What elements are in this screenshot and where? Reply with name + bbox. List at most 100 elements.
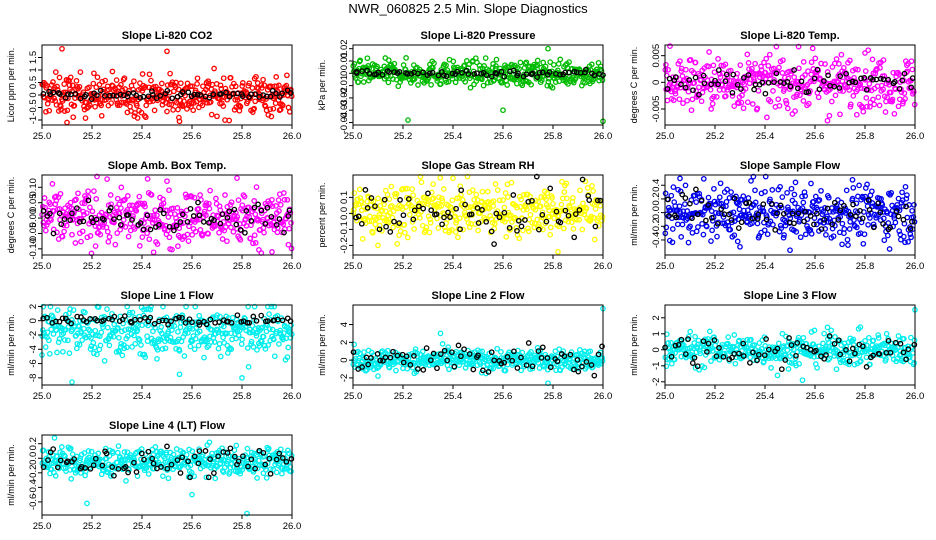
reference-point (515, 217, 522, 224)
reference-point (262, 220, 269, 227)
data-point (847, 101, 854, 108)
data-point (148, 303, 154, 310)
data-point (905, 238, 911, 245)
reference-point (468, 211, 475, 218)
data-point (251, 198, 258, 204)
data-point (426, 229, 433, 236)
reference-point (791, 220, 797, 227)
data-point (428, 81, 434, 88)
reference-point (496, 214, 503, 221)
data-point (61, 337, 68, 343)
reference-point (816, 86, 823, 93)
data-point (91, 70, 97, 77)
data-point (266, 326, 273, 332)
data-point (112, 241, 119, 248)
data-point (665, 66, 671, 73)
data-point (438, 202, 445, 209)
data-point (584, 185, 591, 191)
data-point (822, 226, 829, 232)
reference-point (364, 205, 371, 211)
data-point (357, 57, 364, 64)
reference-point (709, 214, 715, 221)
data-point (73, 77, 80, 84)
data-point (68, 476, 75, 482)
reference-point (789, 210, 796, 217)
data-point (63, 222, 70, 229)
y-tick-label: 0.2 (651, 192, 662, 205)
data-point (784, 189, 790, 196)
chart-title: Slope Sample Flow (740, 160, 841, 172)
data-point (576, 216, 583, 223)
reference-point (734, 81, 741, 88)
data-point (46, 107, 53, 114)
reference-point (355, 213, 362, 220)
data-point (90, 339, 97, 346)
data-point (90, 80, 97, 87)
data-point (207, 187, 213, 194)
reference-point (117, 221, 124, 228)
y-tick-label: -2 (339, 374, 350, 382)
data-point (239, 375, 245, 381)
y-tick-label: -6 (28, 359, 39, 367)
data-point (152, 207, 159, 214)
reference-point (255, 201, 261, 208)
data-point (802, 231, 809, 238)
data-point (700, 175, 707, 182)
data-point (716, 194, 723, 201)
reference-point (811, 221, 817, 228)
data-point (862, 193, 869, 200)
data-point (674, 207, 681, 214)
data-point (822, 205, 828, 211)
x-tick-label: 25.6 (183, 261, 202, 272)
reference-point (703, 217, 709, 224)
data-point (826, 112, 833, 119)
data-point (243, 89, 250, 95)
reference-point (160, 210, 167, 217)
data-point (896, 228, 903, 234)
y-tick-label: 0 (651, 80, 662, 85)
data-point (91, 344, 98, 351)
data-point (70, 114, 77, 121)
data-point (124, 193, 131, 199)
data-point (191, 194, 198, 201)
data-point (824, 69, 831, 75)
data-point (762, 188, 768, 195)
x-tick-label: 26.0 (906, 261, 925, 272)
reference-point (111, 216, 117, 222)
data-point (581, 211, 588, 218)
data-point (41, 195, 48, 201)
data-point (167, 334, 174, 341)
data-point (54, 229, 60, 236)
data-point (139, 71, 146, 77)
data-point (682, 201, 688, 207)
data-point (214, 113, 220, 120)
data-point (714, 233, 720, 240)
plot-frame (664, 44, 916, 126)
reference-point (777, 202, 784, 209)
data-point (528, 81, 534, 88)
reference-point (470, 366, 477, 373)
reference-point (866, 207, 873, 213)
data-point (862, 50, 868, 56)
reference-point (169, 95, 176, 102)
data-point (359, 236, 366, 242)
data-point (715, 56, 721, 62)
y-tick-label: -1 (28, 116, 39, 124)
reference-point (194, 91, 201, 98)
data-point (227, 345, 234, 351)
x-tick-label: 26.0 (594, 131, 613, 142)
data-point (599, 217, 605, 224)
data-point (839, 241, 845, 248)
data-point (70, 216, 77, 222)
data-point (220, 75, 227, 82)
data-point (104, 176, 110, 182)
data-point (369, 229, 376, 236)
data-point (862, 68, 869, 74)
data-point (870, 96, 876, 103)
reference-point (281, 229, 287, 236)
data-point (57, 190, 64, 197)
data-point (253, 184, 260, 190)
data-point (446, 366, 452, 373)
